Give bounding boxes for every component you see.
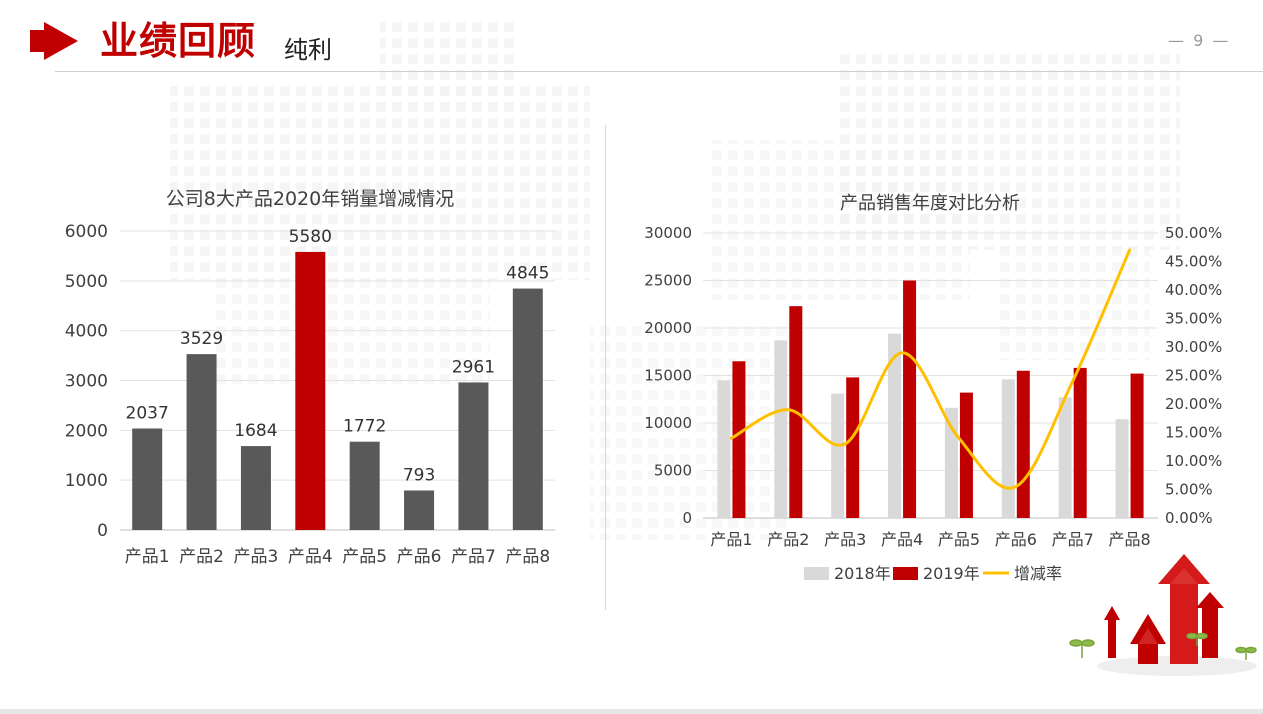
data-label: 5580 <box>289 227 332 247</box>
x-tick-label: 产品2 <box>179 547 224 567</box>
x-tick-label: 产品6 <box>995 530 1037 549</box>
bar-2019 <box>1130 373 1144 518</box>
y2-tick-label: 10.00% <box>1165 452 1222 470</box>
bar-2018 <box>1001 379 1015 518</box>
bar-2018 <box>717 380 731 518</box>
chart-title-annual-comparison: 产品销售年度对比分析 <box>840 193 1020 214</box>
y-tick-label: 0 <box>682 509 692 527</box>
header: 业绩回顾 纯利 — 9 — <box>0 0 1263 72</box>
y2-tick-label: 45.00% <box>1165 253 1222 271</box>
bar-2018 <box>944 407 958 518</box>
y-tick-label: 2000 <box>65 421 108 441</box>
y2-tick-label: 20.00% <box>1165 395 1222 413</box>
y2-tick-label: 15.00% <box>1165 424 1222 442</box>
bottom-bar <box>0 709 1263 714</box>
bar-2018 <box>1115 419 1129 518</box>
chart-title-sales-change: 公司8大产品2020年销量增减情况 <box>165 188 455 210</box>
chart-divider <box>605 125 606 610</box>
bar-2019 <box>1016 370 1030 518</box>
data-label: 1684 <box>234 421 277 441</box>
header-divider <box>55 71 1263 72</box>
x-tick-label: 产品3 <box>824 530 866 549</box>
x-tick-label: 产品5 <box>342 547 387 567</box>
background-dot-pattern <box>170 20 1180 540</box>
bar-2018 <box>831 393 845 518</box>
y-tick-label: 5000 <box>654 462 692 480</box>
bar <box>295 251 326 530</box>
legend-label: 2019年 <box>923 564 980 583</box>
y-tick-label: 10000 <box>644 414 692 432</box>
y2-tick-label: 40.00% <box>1165 281 1222 299</box>
y2-tick-label: 25.00% <box>1165 367 1222 385</box>
y2-tick-label: 35.00% <box>1165 310 1222 328</box>
bar <box>132 428 163 530</box>
bar-2019 <box>1073 367 1087 518</box>
x-tick-label: 产品8 <box>1108 530 1150 549</box>
y-tick-label: 20000 <box>644 319 692 337</box>
data-label: 2961 <box>452 357 495 377</box>
legend-swatch-2018 <box>804 567 829 580</box>
x-tick-label: 产品5 <box>938 530 980 549</box>
x-tick-label: 产品3 <box>234 547 279 567</box>
bar <box>240 446 271 530</box>
bar-2019 <box>903 280 917 518</box>
growth-rate-line <box>729 248 1132 490</box>
bar <box>512 288 543 530</box>
bar <box>186 354 217 530</box>
data-label: 2037 <box>126 403 169 423</box>
bar-2019 <box>846 377 860 518</box>
y2-tick-label: 30.00% <box>1165 338 1222 356</box>
growth-arrows-icon <box>1069 554 1257 676</box>
bar-2018 <box>1058 397 1072 518</box>
legend-swatch-2019 <box>893 567 918 580</box>
x-tick-label: 产品8 <box>505 547 550 567</box>
y-tick-label: 6000 <box>65 222 108 242</box>
x-tick-label: 产品7 <box>1052 530 1094 549</box>
y-tick-label: 5000 <box>65 272 108 292</box>
bar-2018 <box>774 340 788 518</box>
data-label: 793 <box>403 465 435 485</box>
data-label: 1772 <box>343 417 386 437</box>
y-tick-label: 25000 <box>644 272 692 290</box>
x-tick-label: 产品1 <box>710 530 752 549</box>
arrow-right-icon <box>30 22 78 60</box>
page-title: 业绩回顾 <box>100 19 257 63</box>
y2-tick-label: 50.00% <box>1165 224 1222 242</box>
x-tick-label: 产品4 <box>288 547 333 567</box>
x-tick-label: 产品6 <box>397 547 442 567</box>
x-tick-label: 产品2 <box>767 530 809 549</box>
y-tick-label: 15000 <box>644 367 692 385</box>
page-subtitle: 纯利 <box>284 36 332 64</box>
y-tick-label: 30000 <box>644 224 692 242</box>
bar-2019 <box>959 392 973 518</box>
bar-2018 <box>888 333 902 518</box>
bar <box>404 490 435 530</box>
y-tick-label: 0 <box>97 521 108 541</box>
x-tick-label: 产品7 <box>451 547 496 567</box>
data-label: 3529 <box>180 329 223 349</box>
bar <box>349 441 380 530</box>
x-tick-label: 产品4 <box>881 530 923 549</box>
y-tick-label: 4000 <box>65 322 108 342</box>
y-tick-label: 1000 <box>65 471 108 491</box>
bar-2019 <box>732 361 746 518</box>
y2-tick-label: 5.00% <box>1165 481 1213 499</box>
legend-label: 增减率 <box>1014 564 1062 583</box>
legend-label: 2018年 <box>834 564 891 583</box>
bar <box>458 382 489 530</box>
y2-tick-label: 0.00% <box>1165 509 1213 527</box>
data-label: 4845 <box>506 264 549 284</box>
x-tick-label: 产品1 <box>125 547 170 567</box>
y-tick-label: 3000 <box>65 372 108 392</box>
page-number: — 9 — <box>1168 31 1231 50</box>
